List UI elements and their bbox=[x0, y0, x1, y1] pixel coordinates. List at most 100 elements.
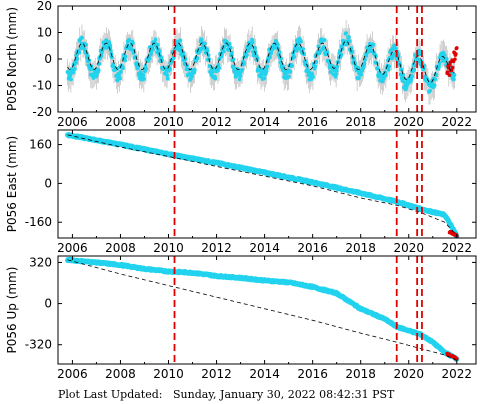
recent-point bbox=[454, 52, 458, 56]
y-tick-label: 320 bbox=[29, 255, 52, 269]
observed-point bbox=[432, 83, 437, 88]
observed-point bbox=[399, 67, 404, 72]
observed-point bbox=[221, 49, 226, 54]
observed-point bbox=[90, 67, 95, 72]
observed-point bbox=[393, 46, 398, 51]
observed-point bbox=[253, 49, 258, 54]
observed-point bbox=[316, 44, 321, 49]
observed-point bbox=[451, 77, 456, 82]
recent-point bbox=[447, 73, 452, 77]
plot-frame bbox=[57, 255, 477, 365]
x-tick-label: 2018 bbox=[345, 367, 376, 381]
y-tick-label: 10 bbox=[37, 26, 52, 40]
observed-point bbox=[68, 77, 73, 82]
observed-points bbox=[65, 132, 460, 238]
observed-point bbox=[187, 67, 192, 72]
observed-point bbox=[298, 39, 303, 44]
x-tick-label: 2008 bbox=[105, 115, 136, 129]
observed-point bbox=[349, 46, 354, 51]
observed-point bbox=[155, 42, 160, 47]
north-panel: 2006 2008 2010 2012 2014 2016 2018 2020 2022-20-… bbox=[5, 0, 477, 129]
x-tick-label: 2020 bbox=[393, 367, 424, 381]
observed-point bbox=[255, 56, 260, 61]
observed-point bbox=[237, 77, 242, 82]
observed-point bbox=[262, 76, 267, 81]
observed-point bbox=[303, 59, 308, 64]
observed-point bbox=[178, 44, 183, 49]
observed-point bbox=[202, 41, 207, 46]
observed-point bbox=[244, 53, 249, 58]
observed-point bbox=[117, 76, 122, 81]
x-tick-label: 2010 bbox=[153, 241, 184, 255]
x-tick-label: 2022 bbox=[442, 367, 473, 381]
x-tick-label: 2006 bbox=[57, 115, 88, 129]
model-line bbox=[67, 40, 455, 84]
observed-point bbox=[356, 76, 361, 81]
observed-point bbox=[199, 37, 204, 42]
footer-label: Plot Last Updated: bbox=[58, 388, 163, 401]
observed-point bbox=[126, 37, 131, 42]
plot-area bbox=[65, 19, 459, 106]
observed-point bbox=[165, 76, 170, 81]
y-tick-label: 0 bbox=[44, 297, 52, 311]
plot-area bbox=[65, 256, 460, 362]
observed-point bbox=[437, 61, 442, 66]
y-tick-label: 160 bbox=[29, 138, 52, 152]
y-axis-label: P056 East (mm) bbox=[5, 136, 19, 232]
y-tick-label: -160 bbox=[25, 215, 52, 229]
x-tick-label: 2008 bbox=[105, 241, 136, 255]
observed-point bbox=[157, 49, 162, 54]
recent-point bbox=[454, 46, 459, 50]
observed-point bbox=[181, 50, 186, 55]
observed-point bbox=[300, 47, 305, 52]
observed-point bbox=[84, 51, 89, 56]
x-tick-label: 2014 bbox=[249, 241, 280, 255]
observed-point bbox=[409, 74, 414, 79]
recent-point bbox=[450, 65, 455, 70]
x-tick-label: 2012 bbox=[201, 241, 232, 255]
x-tick-label: 2020 bbox=[393, 241, 424, 255]
observed-point bbox=[73, 60, 78, 65]
observed-point bbox=[238, 73, 243, 78]
model-line bbox=[67, 134, 458, 236]
observed-point bbox=[362, 61, 367, 66]
observed-point bbox=[213, 76, 218, 81]
observed-point bbox=[79, 35, 84, 40]
observed-point bbox=[389, 56, 394, 61]
observed-point bbox=[167, 67, 172, 72]
observed-point bbox=[192, 67, 197, 72]
observed-point bbox=[383, 73, 388, 78]
model-line bbox=[67, 259, 457, 361]
observed-point bbox=[359, 72, 364, 77]
observed-point bbox=[109, 55, 114, 60]
observed-point bbox=[85, 54, 90, 59]
x-tick-label: 2012 bbox=[201, 367, 232, 381]
observed-point bbox=[138, 70, 143, 75]
x-tick-label: 2018 bbox=[345, 241, 376, 255]
observed-point bbox=[334, 68, 339, 73]
observed-point bbox=[217, 66, 222, 71]
observed-point bbox=[375, 66, 380, 71]
x-tick-label: 2014 bbox=[249, 115, 280, 129]
footer-timestamp: Sunday, January 30, 2022 08:42:31 PST bbox=[172, 388, 395, 401]
x-tick-label: 2022 bbox=[442, 115, 473, 129]
recent-point bbox=[448, 63, 452, 67]
observed-point bbox=[335, 64, 340, 69]
observed-point bbox=[310, 74, 315, 79]
observed-point bbox=[325, 51, 330, 56]
observed-point bbox=[277, 50, 282, 55]
y-tick-label: -10 bbox=[32, 79, 52, 93]
x-tick-label: 2012 bbox=[201, 115, 232, 129]
observed-point bbox=[153, 37, 158, 42]
observed-point bbox=[210, 70, 215, 75]
observed-point bbox=[322, 38, 327, 43]
y-tick-label: -320 bbox=[25, 338, 52, 352]
observed-point bbox=[189, 74, 194, 79]
observed-point bbox=[292, 54, 297, 59]
observed-point bbox=[281, 68, 286, 73]
observed-point bbox=[165, 73, 170, 78]
observed-point bbox=[150, 47, 155, 52]
observed-points bbox=[65, 256, 460, 362]
observed-point bbox=[321, 45, 326, 50]
